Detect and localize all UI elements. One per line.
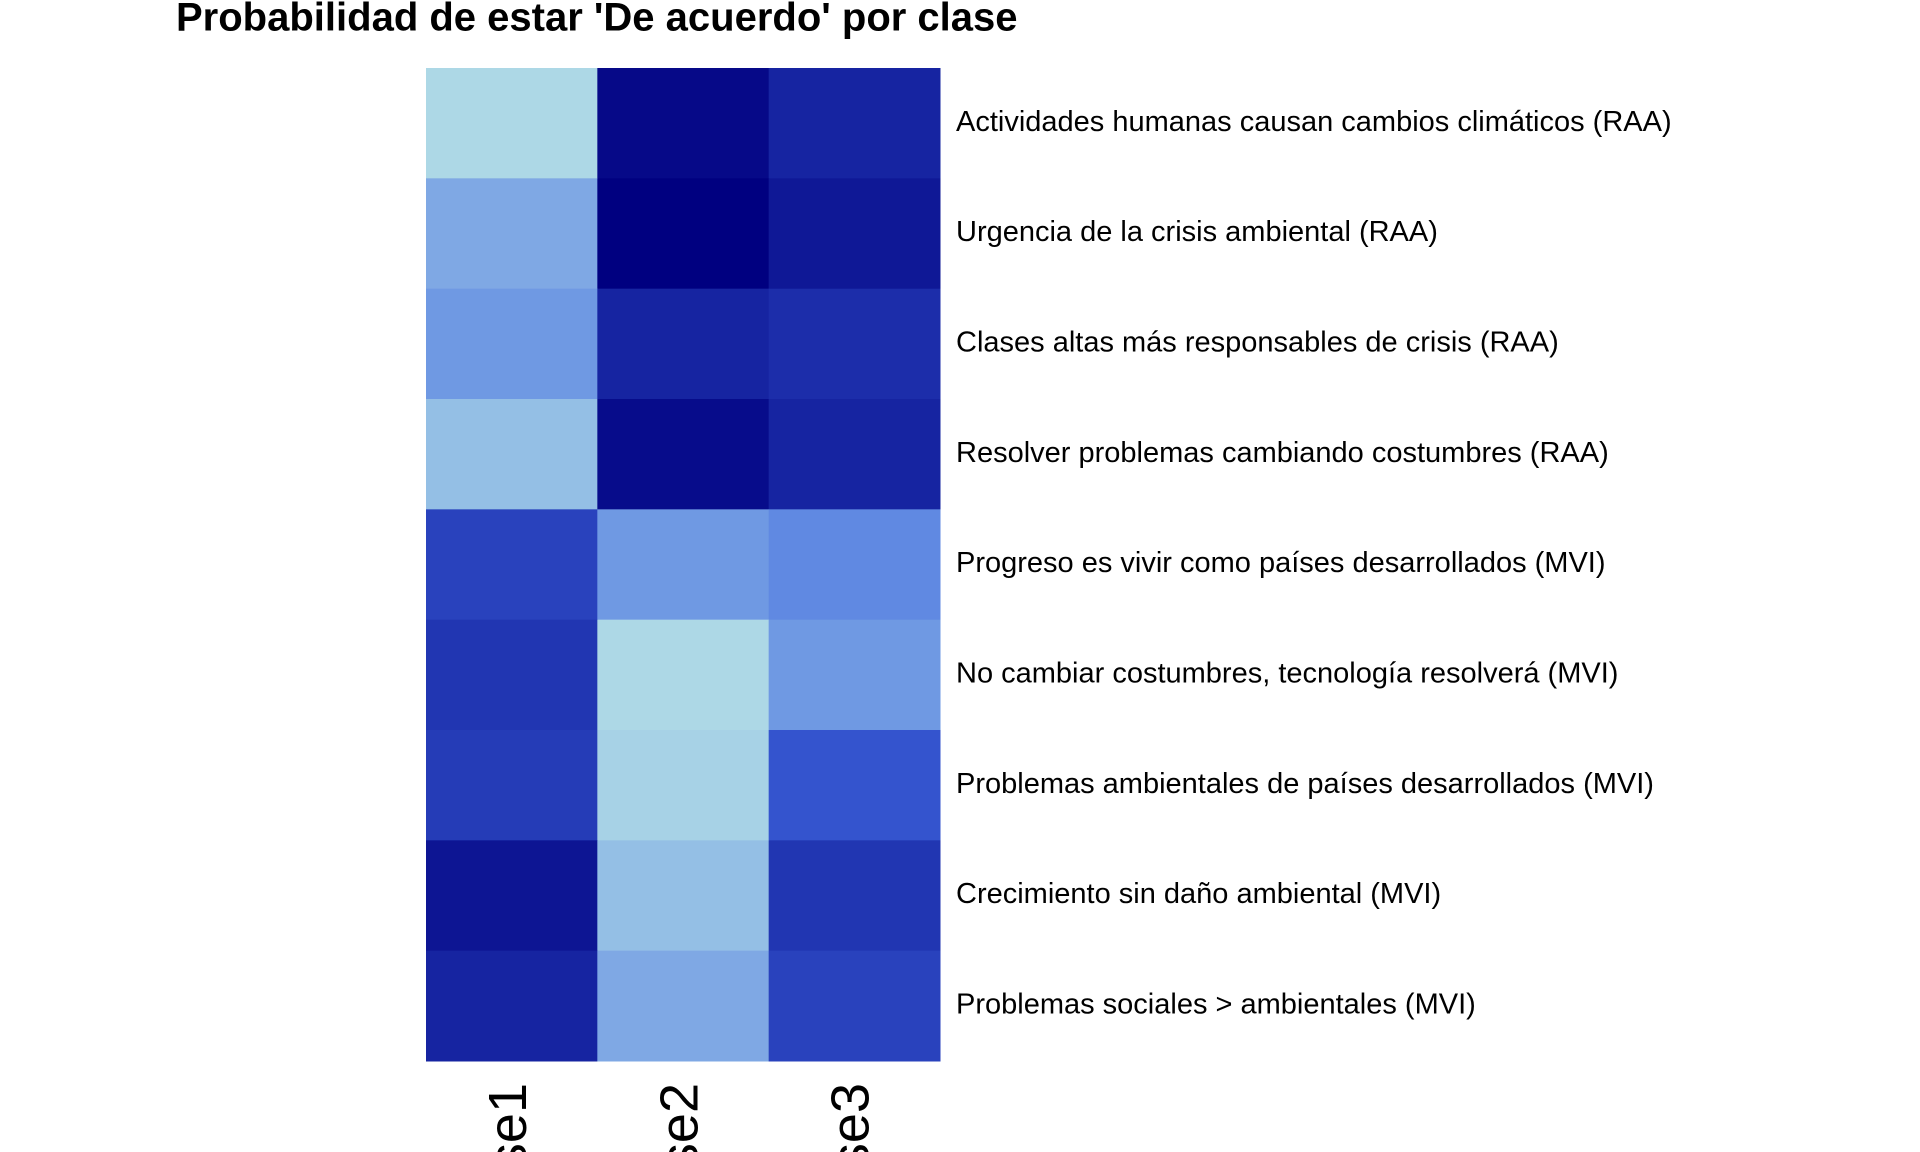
heatmap-cell bbox=[597, 68, 770, 179]
heatmap-cell bbox=[426, 68, 598, 179]
heatmap-cell bbox=[426, 178, 598, 290]
heatmap-cell bbox=[426, 619, 598, 731]
row-label: Problemas ambientales de países desarrol… bbox=[956, 768, 1654, 800]
row-label: Resolver problemas cambiando costumbres … bbox=[956, 437, 1609, 469]
heatmap-cell bbox=[597, 840, 770, 952]
column-label: Clase1 bbox=[478, 1083, 538, 1152]
heatmap-cell bbox=[426, 399, 598, 510]
heatmap-cell bbox=[426, 288, 598, 400]
heatmap-cell bbox=[768, 730, 941, 841]
heatmap-cell bbox=[597, 619, 770, 731]
heatmap-cell bbox=[768, 68, 941, 179]
column-label: Clase3 bbox=[821, 1083, 881, 1152]
chart-title: Probabilidad de estar 'De acuerdo' por c… bbox=[176, 0, 1018, 40]
heatmap-cell bbox=[768, 840, 941, 952]
heatmap-cell bbox=[597, 950, 770, 1062]
heatmap-cell bbox=[426, 950, 598, 1062]
heatmap-cell bbox=[426, 730, 598, 841]
row-label: Progreso es vivir como países desarrolla… bbox=[956, 547, 1606, 579]
heatmap-cell bbox=[597, 399, 770, 510]
heatmap-cell bbox=[768, 509, 941, 621]
heatmap-cell bbox=[597, 730, 770, 841]
heatmap-cell bbox=[768, 288, 941, 400]
row-label: Urgencia de la crisis ambiental (RAA) bbox=[956, 216, 1438, 248]
heatmap-cell bbox=[426, 840, 598, 952]
heatmap-cell bbox=[597, 509, 770, 621]
row-label: No cambiar costumbres, tecnología resolv… bbox=[956, 657, 1618, 689]
row-label: Problemas sociales > ambientales (MVI) bbox=[956, 988, 1476, 1020]
row-label: Actividades humanas causan cambios climá… bbox=[956, 106, 1672, 138]
heatmap-cell bbox=[426, 509, 598, 621]
heatmap-cell bbox=[768, 399, 941, 510]
heatmap-cell bbox=[768, 178, 941, 290]
heatmap-cell bbox=[597, 178, 770, 290]
heatmap-cell bbox=[597, 288, 770, 400]
row-label: Crecimiento sin daño ambiental (MVI) bbox=[956, 878, 1441, 910]
heatmap-cell bbox=[768, 619, 941, 731]
column-label: Clase2 bbox=[649, 1083, 709, 1152]
row-label: Clases altas más responsables de crisis … bbox=[956, 326, 1559, 358]
heatmap-cell bbox=[768, 950, 941, 1062]
